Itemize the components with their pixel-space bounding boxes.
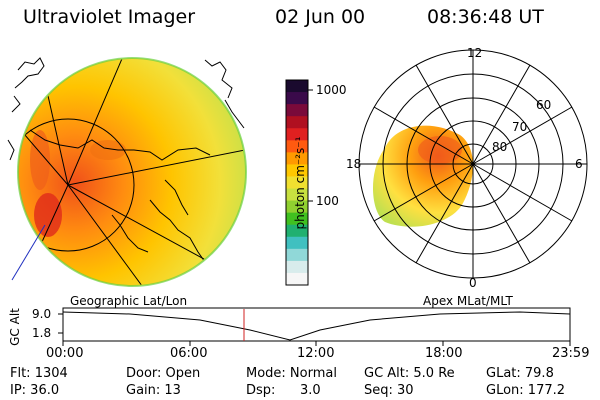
status-ip: IP: 36.0 [10,383,60,398]
timeline-left-title: Geographic Lat/Lon [70,294,188,308]
timeline-xtick-2359: 23:59 [552,346,590,361]
timeline-xtick-0600: 06:00 [170,346,208,361]
colorbar-swatch [286,116,308,129]
colorbar-swatch [286,104,308,117]
status-seq: Seq: 30 [364,383,414,398]
colorbar-swatch [286,248,308,262]
polar-plot [358,49,588,279]
timeline-right-title: Apex MLat/MLT [423,294,513,308]
earth-disc-image [17,57,247,287]
time-label: 08:36:48 UT [427,6,544,28]
status-gain: Gain: 13 [126,383,181,398]
colorbar [286,80,308,286]
instrument-title: Ultraviolet Imager [23,6,196,28]
outer-coastlines [7,57,245,281]
polar-label-70: 70 [512,120,528,134]
timeline-plot [58,307,571,346]
polar-label-60: 60 [536,98,552,112]
colorbar-swatch [286,260,308,274]
date-label: 02 Jun 00 [275,6,366,28]
colorbar-swatch [286,188,308,202]
colorbar-unit-label: photon cm⁻²s⁻¹ [293,136,307,230]
status-glat: GLat: 79.8 [486,366,554,381]
colorbar-swatch [286,224,308,238]
timeline-xtick-1200: 12:00 [297,346,335,361]
colorbar-tick-1000: 1000 [316,83,347,97]
timeline-ytick-9: 9.0 [32,307,52,321]
status-gc-alt: GC Alt: 5.0 Re [364,366,455,381]
colorbar-swatch [286,152,308,165]
polar-label-80: 80 [492,140,508,154]
colorbar-swatch [286,164,308,177]
status-dsp-value: 3.0 [300,383,321,398]
colorbar-swatch [286,272,308,286]
colorbar-swatch [286,236,308,250]
colorbar-swatch [286,176,308,190]
polar-label-6: 6 [575,157,583,171]
timeline-axis-label: GC Alt [7,308,22,346]
timeline-ytick-1.8: 1.8 [32,326,52,340]
status-glon: GLon: 177.2 [486,383,566,398]
colorbar-swatch [286,80,308,93]
status-door: Door: Open [126,366,201,381]
polar-label-18: 18 [346,157,362,171]
colorbar-tick-100: 100 [316,194,339,208]
colorbar-swatch [286,212,308,226]
colorbar-swatch [286,128,308,141]
status-flt: Flt: 1304 [10,366,68,381]
colorbar-swatch [286,140,308,153]
colorbar-swatch [286,92,308,105]
polar-label-0: 0 [469,276,477,290]
timeline-xtick-1800: 18:00 [425,346,463,361]
timeline-xtick-0000: 00:00 [46,346,84,361]
polar-label-12: 12 [467,46,483,60]
status-mode: Mode: Normal [246,366,337,381]
colorbar-swatch [286,200,308,214]
status-dsp-label: Dsp: [246,383,276,398]
